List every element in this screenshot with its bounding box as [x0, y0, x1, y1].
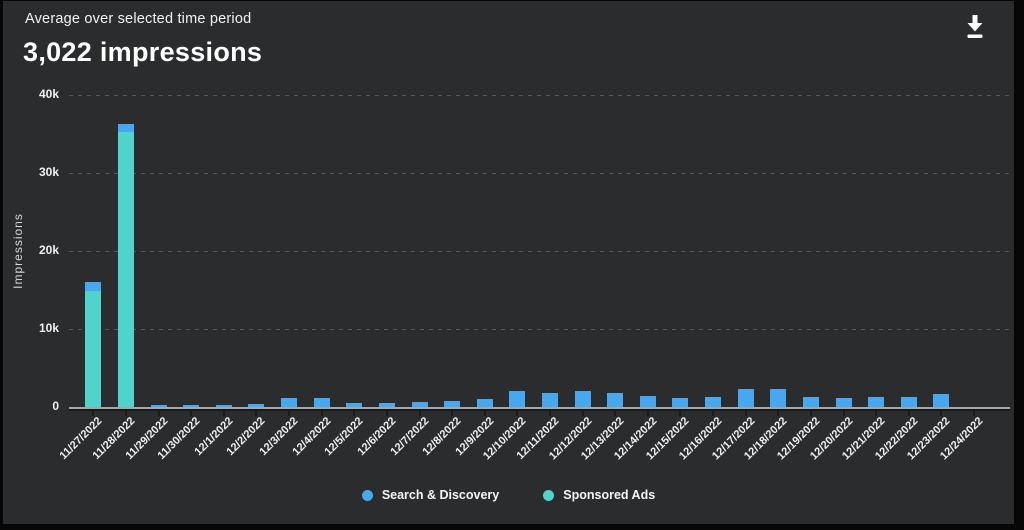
x-axis-tick: [679, 411, 682, 416]
download-icon: [963, 15, 987, 43]
bar-segment-sponsored-ads: [85, 291, 102, 407]
bar-segment-search-discovery: [802, 397, 819, 407]
bar-segment-search-discovery: [639, 396, 656, 407]
bar-segment-search-discovery: [574, 391, 591, 407]
bar-segment-search-discovery: [378, 403, 395, 407]
bar-segment-search-discovery: [737, 389, 754, 407]
gridline: [69, 329, 1010, 330]
bar-segment-search-discovery: [444, 401, 461, 407]
x-axis-tick: [646, 411, 649, 416]
y-axis-tick-label: 10k: [38, 321, 59, 335]
legend-item-search-discovery[interactable]: Search & Discovery: [361, 488, 500, 502]
x-axis-tick: [809, 411, 812, 416]
bar-segment-search-discovery: [183, 405, 200, 407]
x-axis-tick: [712, 411, 715, 416]
y-axis-tick-label: 20k: [38, 243, 59, 257]
x-axis-line: [69, 407, 1010, 409]
bar-segment-search-discovery: [150, 405, 167, 407]
bar-segment-search-discovery: [933, 394, 950, 407]
chart-legend: Search & Discovery Sponsored Ads: [3, 488, 1014, 502]
x-axis-tick: [483, 411, 486, 416]
y-axis-tick-label: 30k: [38, 165, 59, 179]
x-axis-tick: [353, 411, 356, 416]
bar-segment-search-discovery: [672, 398, 689, 407]
x-axis-tick: [973, 411, 976, 416]
x-axis-tick: [777, 411, 780, 416]
x-axis-tick: [548, 411, 551, 416]
bar-segment-search-discovery: [215, 405, 232, 407]
bar-segment-search-discovery: [411, 402, 428, 407]
x-axis-tick: [255, 411, 258, 416]
gridline: [69, 95, 1010, 96]
download-button[interactable]: [962, 13, 988, 43]
bar-segment-search-discovery: [900, 397, 917, 407]
x-axis-tick: [124, 411, 127, 416]
bar-segment-search-discovery: [117, 124, 134, 132]
x-axis-tick: [614, 411, 617, 416]
bar-segment-search-discovery: [346, 403, 363, 407]
x-axis-tick: [190, 411, 193, 416]
x-axis-tick: [418, 411, 421, 416]
gridline: [69, 173, 1010, 174]
x-axis-tick: [288, 411, 291, 416]
legend-item-sponsored-ads[interactable]: Sponsored Ads: [543, 488, 655, 502]
bar-segment-search-discovery: [248, 404, 265, 407]
chart-subtitle: Average over selected time period: [25, 11, 252, 27]
bar-segment-search-discovery: [770, 389, 787, 407]
bar-segment-search-discovery: [541, 393, 558, 407]
x-axis-tick: [875, 411, 878, 416]
legend-label: Search & Discovery: [381, 488, 500, 502]
x-axis-tick: [744, 411, 747, 416]
bar-segment-search-discovery: [509, 391, 526, 407]
bar-segment-search-discovery: [313, 398, 330, 407]
y-axis-tick-label: 0: [52, 399, 59, 413]
x-axis-tick: [842, 411, 845, 416]
impressions-chart-card: Average over selected time period 3,022 …: [3, 1, 1014, 524]
impressions-bar-chart: 0 10k 20k 30k 40k Impressions 11/27/2022 11/28/…: [3, 1, 1014, 524]
gridline: [69, 251, 1010, 252]
x-axis-tick: [320, 411, 323, 416]
x-axis-tick: [907, 411, 910, 416]
y-axis-tick-label: 40k: [38, 87, 59, 101]
x-axis-tick: [940, 411, 943, 416]
x-axis-tick: [581, 411, 584, 416]
legend-dot: [361, 489, 373, 501]
legend-label: Sponsored Ads: [563, 488, 656, 502]
bar-segment-search-discovery: [281, 398, 298, 407]
bar-segment-search-discovery: [868, 397, 885, 407]
x-axis-tick: [92, 411, 95, 416]
bar-segment-search-discovery: [835, 398, 852, 407]
legend-dot: [543, 489, 555, 501]
bar-segment-sponsored-ads: [117, 132, 134, 407]
x-axis-tick: [516, 411, 519, 416]
x-axis-tick: [451, 411, 454, 416]
y-axis-title: Impressions: [11, 213, 25, 289]
x-axis-tick: [385, 411, 388, 416]
bar-segment-search-discovery: [705, 397, 722, 407]
x-axis-tick: [157, 411, 160, 416]
x-axis-tick: [222, 411, 225, 416]
bar-segment-search-discovery: [607, 393, 624, 407]
bar-segment-search-discovery: [85, 282, 102, 291]
metric-value: 3,022 impressions: [23, 37, 263, 67]
bar-segment-search-discovery: [476, 399, 493, 407]
